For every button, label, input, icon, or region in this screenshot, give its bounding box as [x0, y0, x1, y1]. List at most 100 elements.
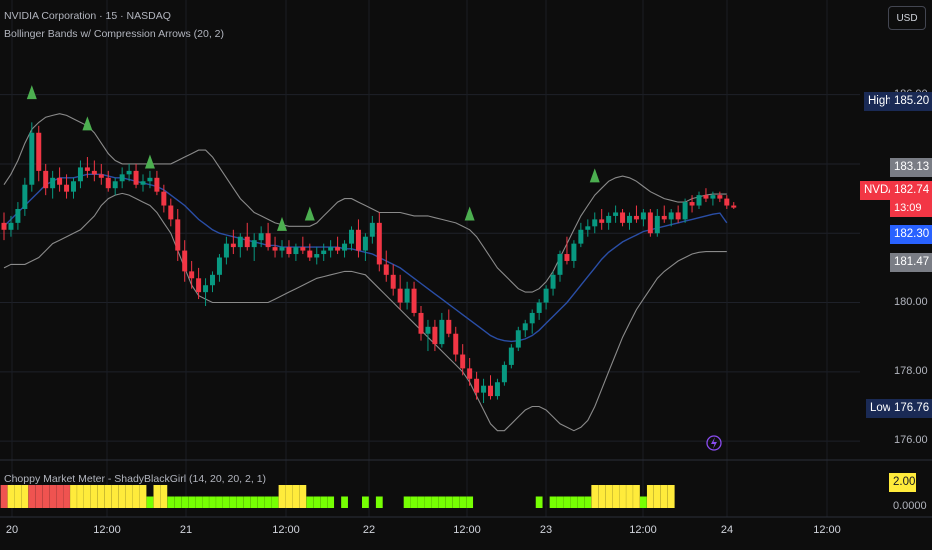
candle [425, 319, 431, 352]
candle-body [161, 191, 167, 206]
candle-body [724, 198, 730, 206]
candle-body [71, 181, 76, 192]
candle-body [731, 205, 737, 208]
compression-arrow [464, 206, 475, 221]
meter-bar [250, 496, 258, 508]
candle-body [432, 326, 438, 345]
candle-body [64, 184, 70, 192]
low-label: Low [866, 399, 896, 418]
candle-body [474, 378, 480, 393]
candle-body [620, 212, 626, 223]
symbol-tag: NVDA [860, 181, 900, 200]
candle-body [22, 184, 28, 209]
meter-bar [97, 485, 105, 508]
meter-bar [327, 496, 335, 508]
meter-bar [306, 496, 314, 508]
symbol-title[interactable]: NVIDIA Corporation · 15 · NASDAQ [4, 10, 171, 22]
candle [488, 375, 493, 400]
meter-bar [619, 485, 626, 508]
candle [189, 260, 195, 289]
candle [578, 222, 584, 248]
candle [557, 250, 563, 282]
meter-bar [667, 485, 675, 508]
candle [369, 215, 375, 244]
meter-bar [362, 496, 369, 508]
candle-body [599, 219, 605, 223]
candle [293, 243, 299, 261]
time-tick-label: 21 [179, 524, 193, 536]
meter-bar [271, 496, 279, 508]
candle [620, 208, 626, 227]
candle-body [293, 247, 299, 255]
candle-body [203, 285, 209, 293]
meter-bar [77, 485, 84, 508]
alert-icon[interactable] [706, 435, 722, 451]
candle-body [543, 288, 549, 303]
candle-body [369, 222, 375, 237]
candle-body [383, 264, 389, 275]
candle [418, 306, 424, 341]
candle [362, 233, 368, 261]
candle [647, 208, 653, 237]
meter-bar [243, 496, 251, 508]
candle-body [342, 243, 348, 251]
meter-bar [570, 496, 578, 508]
candle-body [571, 243, 577, 261]
candle-body [613, 212, 619, 216]
candle-body [633, 215, 639, 220]
candle-body [300, 247, 306, 251]
candle [383, 250, 389, 282]
meter-bar [375, 496, 383, 508]
candle [300, 236, 306, 255]
candle [77, 160, 83, 189]
candle [355, 219, 361, 258]
candle [182, 240, 188, 282]
meter-bar [257, 496, 265, 508]
candle-body [557, 254, 563, 275]
candle [314, 247, 320, 265]
candle [703, 188, 709, 203]
subpane-title[interactable]: Choppy Market Meter - ShadyBlackGirl (14… [4, 473, 267, 485]
candle-body [105, 177, 111, 189]
candle-body [550, 274, 556, 289]
candle [64, 174, 70, 199]
candle-body [390, 274, 396, 289]
indicator-title[interactable]: Bollinger Bands w/ Compression Arrows (2… [4, 28, 225, 40]
candle [1, 212, 7, 241]
candle-body [717, 195, 723, 199]
meter-bar [556, 496, 564, 508]
candle-body [91, 170, 97, 175]
candle [717, 191, 723, 203]
meter-bar [195, 496, 202, 508]
candle [286, 240, 292, 258]
candle [168, 198, 174, 227]
time-tick-label: 12:00 [453, 524, 481, 536]
meter-bar [626, 485, 633, 508]
candle [251, 233, 257, 261]
candle [627, 212, 632, 230]
candle-body [494, 382, 500, 397]
candle [349, 226, 354, 251]
meter-bar [264, 496, 272, 508]
candle [599, 208, 605, 230]
price-tick-label: 180.00 [894, 295, 928, 308]
candle [710, 191, 716, 206]
candle [564, 236, 570, 265]
meter-bar [577, 496, 585, 508]
meter-bar [598, 485, 606, 508]
candle [585, 219, 591, 237]
candle-body [460, 354, 466, 369]
meter-bar [35, 485, 43, 508]
candle-body [501, 364, 507, 383]
candle-body [147, 177, 153, 182]
candle [203, 278, 209, 307]
high-price-tag: 185.20 [890, 92, 932, 111]
candle-body [307, 250, 313, 258]
candle [8, 215, 14, 237]
candle [494, 378, 500, 400]
meter-bar [563, 496, 571, 508]
currency-button[interactable]: USD [888, 6, 926, 30]
meter-bar [640, 496, 647, 508]
meter-bar [459, 496, 467, 508]
